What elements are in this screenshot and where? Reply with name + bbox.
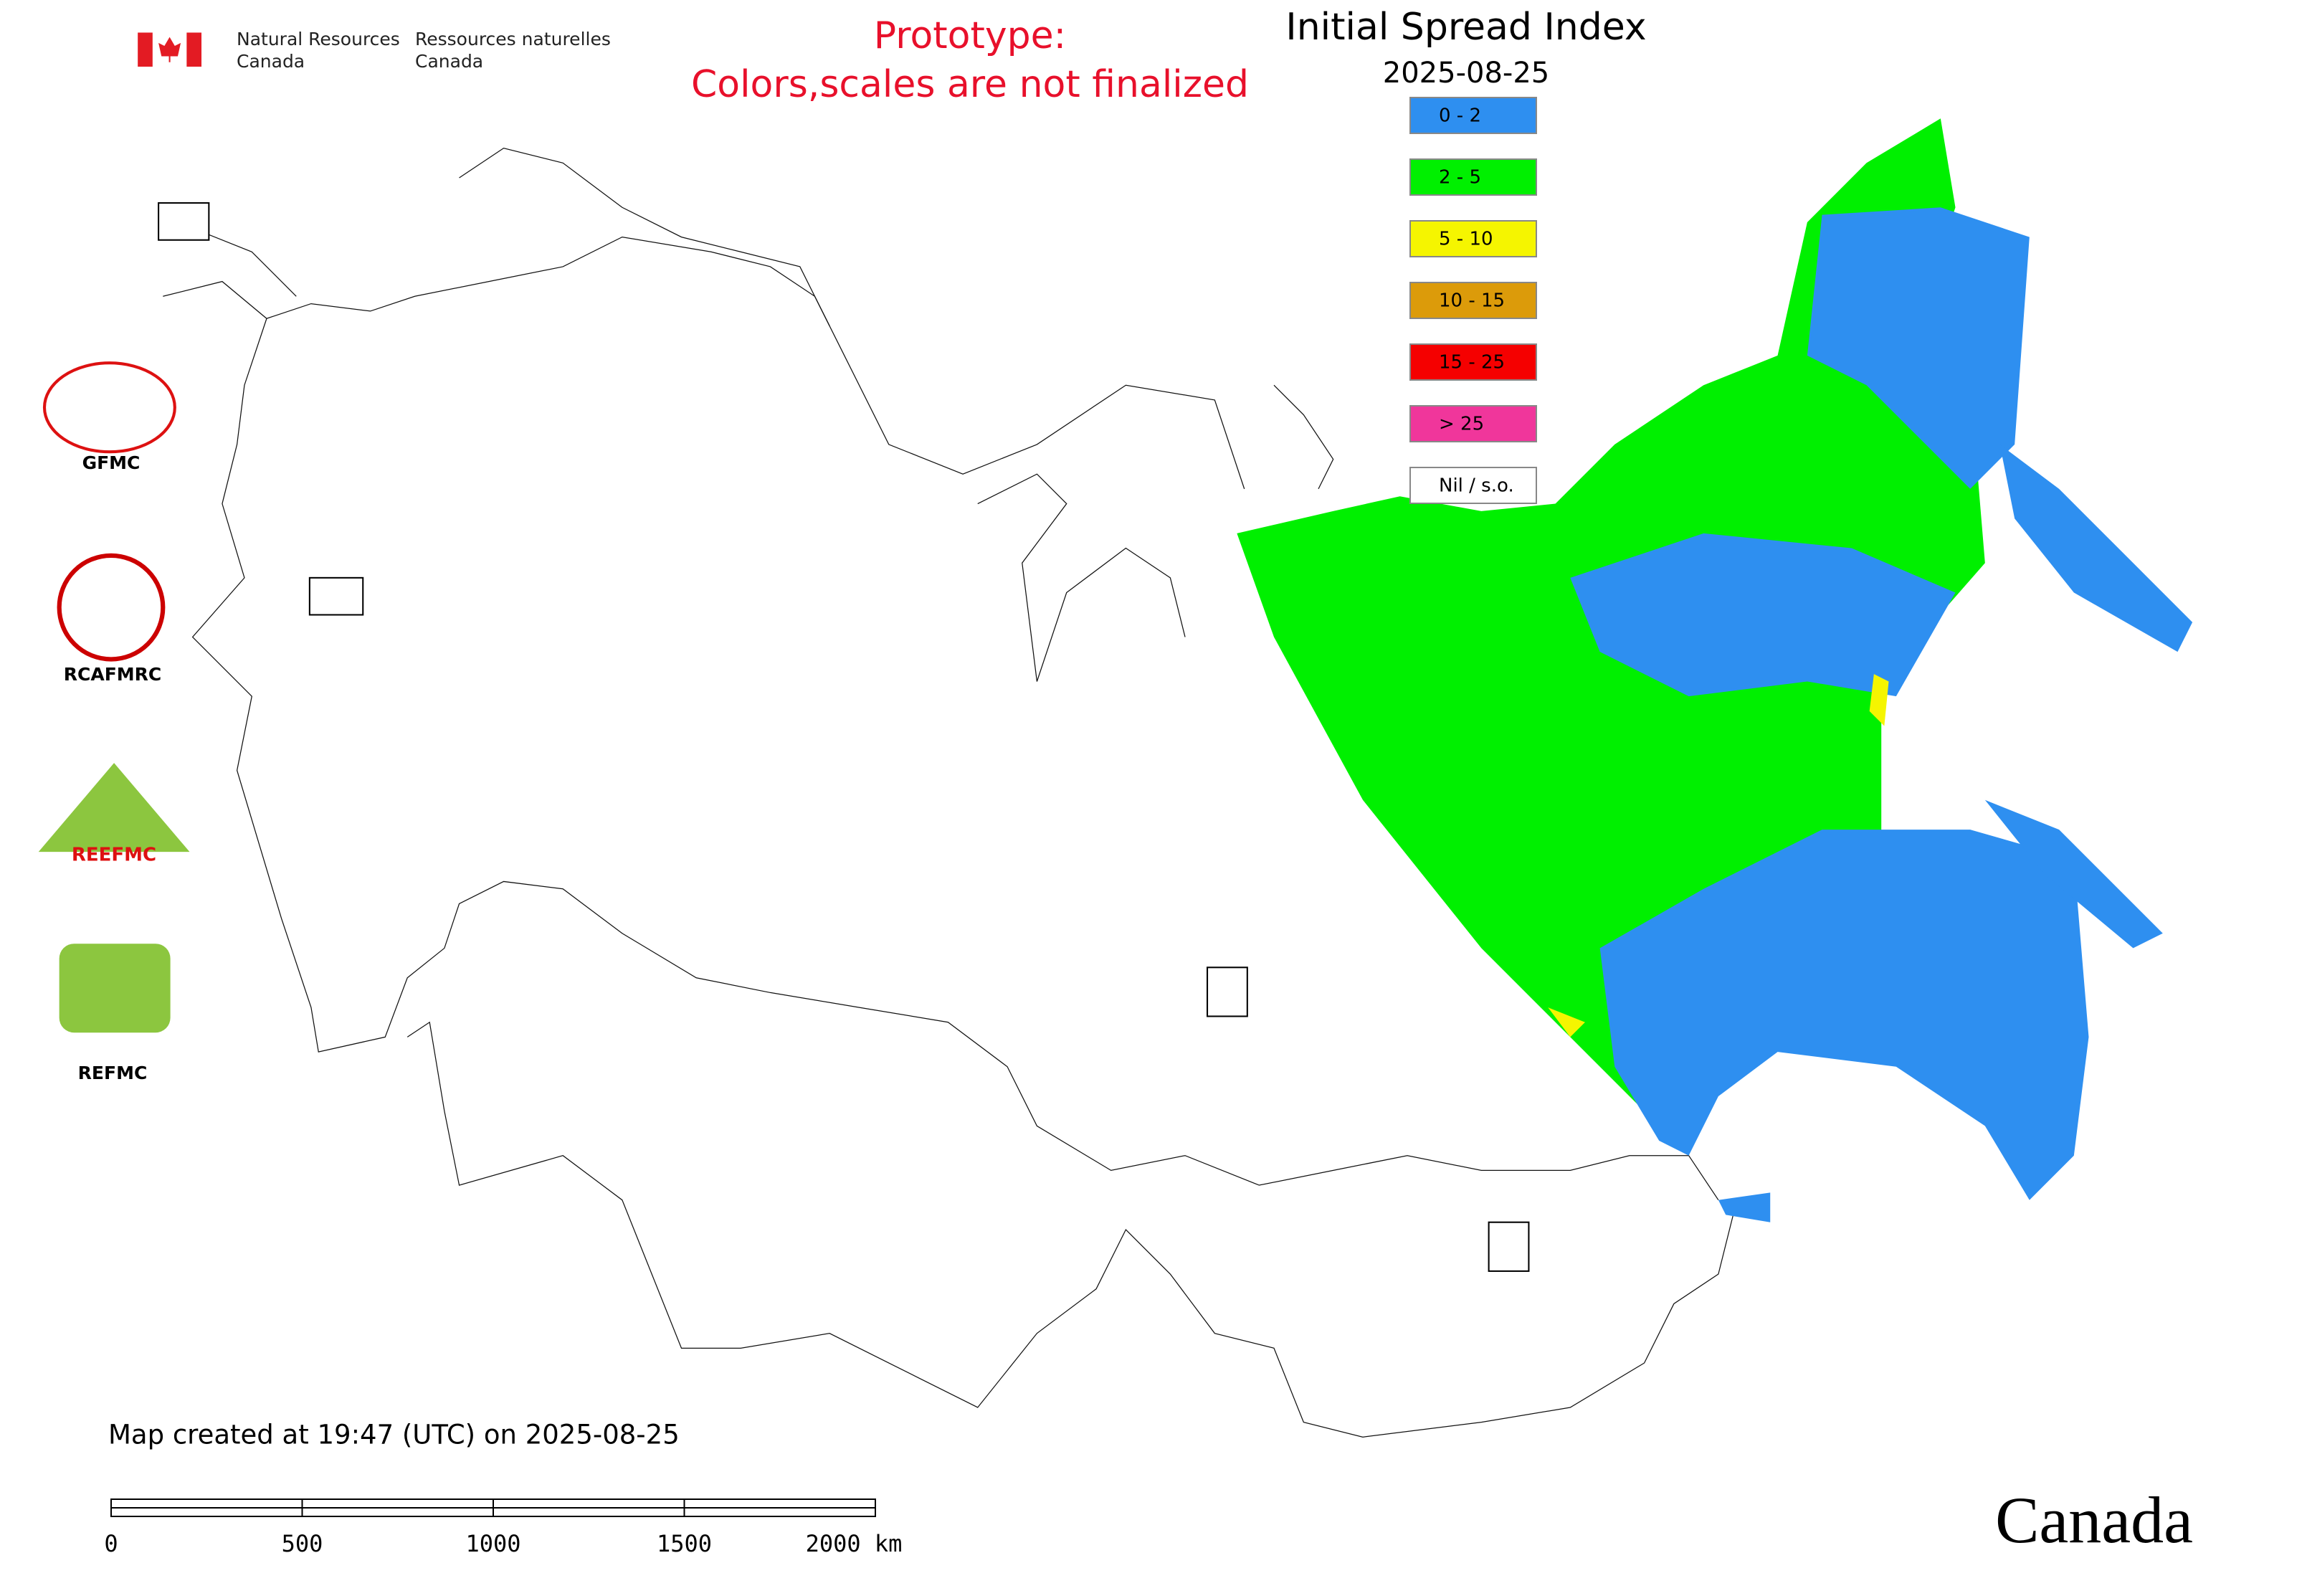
scale-segment [110, 1507, 303, 1517]
flag-leaf [158, 37, 181, 62]
legend-swatch [1409, 467, 1537, 504]
flag [138, 32, 153, 67]
reefmc-logo [38, 763, 190, 852]
scale-segment [301, 1507, 494, 1517]
legend-label: Nil / s.o. [1439, 475, 1514, 497]
footer: Map created at 19:47 (UTC) on 2025-08-25 [108, 1420, 680, 1450]
scale-segment [683, 1507, 876, 1517]
legend-label: 2 - 5 [1439, 167, 1481, 189]
legend-swatch [1409, 405, 1537, 442]
map-marker [1207, 966, 1248, 1017]
region-0-2 [1807, 207, 2030, 489]
region-0-2 [1570, 533, 1956, 697]
logo-label: REEFMC [72, 845, 156, 866]
scale-segment [683, 1498, 876, 1509]
scale-segment [110, 1498, 303, 1509]
agency-fr: Ressources naturelles [415, 29, 611, 49]
wordmark: Canada [1995, 1483, 2193, 1557]
scale-label: 1000 [465, 1530, 520, 1557]
title: Initial Spread Index [1285, 6, 1646, 49]
scale-label: 2000 km [806, 1530, 903, 1557]
scale-bar: 0 500 1000 1500 2000 km [104, 1498, 903, 1557]
legend-label: 10 - 15 [1439, 290, 1505, 312]
agency-en: Canada [237, 51, 305, 72]
scale-label: 0 [104, 1530, 118, 1557]
rcafmrc-logo [57, 553, 166, 662]
central-asia-outline [406, 1021, 1734, 1438]
scale-label: 500 [282, 1530, 323, 1557]
map-marker [308, 576, 364, 616]
legend-swatch [1409, 282, 1537, 319]
gfmc-logo [42, 361, 176, 454]
map [38, 32, 2193, 1438]
scale-segment [493, 1507, 685, 1517]
notice: Colors,scales are not finalized [691, 63, 1249, 106]
region-0-2 [1599, 830, 2089, 1200]
legend-label: 15 - 25 [1439, 352, 1505, 374]
logo-label: GFMC [82, 452, 141, 473]
legend-swatch [1409, 220, 1537, 257]
islands-outline [459, 147, 1334, 682]
legend-swatch [1409, 158, 1537, 196]
agency-fr: Canada [415, 51, 483, 72]
map-marker [1488, 1221, 1530, 1272]
date: 2025-08-25 [1383, 57, 1549, 90]
agency-en: Natural Resources [237, 29, 400, 49]
legend-label: 0 - 2 [1439, 105, 1481, 127]
refmc-logo [59, 944, 171, 1033]
legend-swatch [1409, 343, 1537, 381]
scale-segment [493, 1498, 685, 1509]
legend: 0 - 2 2 - 5 5 - 10 10 - 15 15 - 25 > 25 Nil / … [1409, 97, 1537, 504]
logo-label: RCAFMRC [64, 664, 162, 685]
legend-swatch [1409, 97, 1537, 134]
region-0-2 [1999, 444, 2193, 652]
scale-label: 1500 [657, 1530, 712, 1557]
legend-label: > 25 [1439, 414, 1484, 435]
logo-label: REFMC [78, 1063, 148, 1083]
notice: Prototype: [874, 14, 1066, 57]
legend-label: 5 - 10 [1439, 229, 1493, 250]
flag [186, 32, 202, 67]
map-marker [158, 202, 210, 241]
scale-segment [301, 1498, 494, 1509]
